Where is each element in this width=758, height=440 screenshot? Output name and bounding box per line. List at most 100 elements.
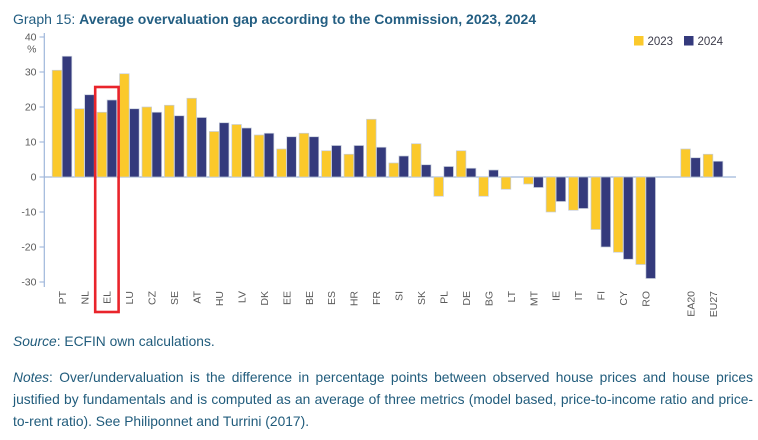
- bar-2023-PL: [433, 176, 444, 197]
- x-axis-label-AT: AT: [192, 290, 204, 303]
- bar-2023-HR: [343, 153, 354, 178]
- y-axis-tick-label: -20: [21, 242, 36, 254]
- bar-2024-SI: [398, 155, 409, 178]
- x-axis-label-IT: IT: [573, 290, 585, 300]
- x-axis-label-EA20: EA20: [685, 291, 697, 317]
- bar-2024-DE: [465, 167, 477, 178]
- x-axis-label-BG: BG: [483, 291, 495, 306]
- notes-label: Notes: [13, 370, 50, 386]
- bar-2024-EU27: [712, 160, 724, 178]
- highlight-box-el: [93, 85, 120, 314]
- notes-line: Notes: Over/undervaluation is the differ…: [13, 367, 753, 433]
- legend-label-2023: 2023: [648, 36, 674, 48]
- bar-2023-IT: [568, 176, 579, 211]
- bar-2024-PL: [443, 166, 454, 178]
- bar-2024-HU: [219, 122, 230, 178]
- bar-2024-EL: [106, 99, 118, 178]
- x-axis-label-DK: DK: [259, 291, 271, 306]
- bar-2024-AT: [196, 117, 207, 178]
- bar-2024-DK: [263, 132, 275, 178]
- y-axis-tick-label: 0: [31, 172, 37, 184]
- x-axis-label-SE: SE: [169, 291, 181, 305]
- bar-2023-BG: [478, 176, 489, 197]
- bar-2023-SI: [388, 162, 399, 178]
- source-text: : ECFIN own calculations.: [56, 334, 215, 349]
- bar-2024-SK: [421, 164, 432, 178]
- bar-2023-EL: [96, 111, 108, 178]
- x-axis-label-NL: NL: [79, 291, 91, 305]
- bar-2024-FR: [376, 146, 387, 178]
- x-axis-label-DE: DE: [461, 291, 473, 306]
- legend-swatch-2023: [634, 36, 644, 46]
- graph-number-label: Graph 15:: [13, 11, 80, 27]
- bar-2023-RO: [635, 176, 646, 265]
- source-label: Source: [13, 334, 57, 349]
- x-axis-label-LV: LV: [236, 291, 248, 303]
- x-axis-label-SK: SK: [416, 291, 428, 305]
- x-axis-label-EL: EL: [102, 291, 114, 304]
- bar-2023-LV: [231, 124, 242, 178]
- bar-2024-BG: [488, 169, 499, 178]
- x-axis-label-FI: FI: [596, 291, 608, 300]
- x-axis-label-HR: HR: [349, 291, 361, 307]
- bar-2023-CY: [613, 176, 624, 253]
- y-axis-unit-label: %: [27, 44, 36, 56]
- bar-2024-RO: [645, 176, 656, 279]
- y-axis-tick-label: 10: [25, 137, 37, 149]
- x-axis-label-LU: LU: [124, 291, 136, 304]
- bar-2023-EE: [276, 148, 287, 178]
- page-title: Graph 15: Average overvaluation gap acco…: [0, 0, 758, 27]
- x-axis-label-CY: CY: [618, 291, 630, 306]
- bar-2023-DE: [455, 150, 467, 178]
- bar-2024-SE: [174, 115, 185, 178]
- bar-2024-ES: [331, 145, 342, 178]
- x-axis-label-RO: RO: [641, 291, 653, 307]
- bar-2024-LV: [241, 127, 252, 178]
- bar-2024-CY: [623, 176, 634, 260]
- legend-swatch-2024: [684, 36, 694, 46]
- bar-2023-SE: [164, 104, 175, 178]
- x-axis-label-EE: EE: [281, 291, 293, 305]
- bar-2024-FI: [600, 176, 611, 248]
- bar-2023-CZ: [141, 106, 152, 178]
- y-axis-tick-label: -10: [21, 207, 36, 219]
- y-axis-tick-label: 40: [25, 32, 37, 44]
- x-axis-label-MT: MT: [528, 290, 540, 306]
- bar-2024-PT: [61, 55, 73, 178]
- x-axis-label-PL: PL: [438, 291, 450, 304]
- legend-label-2024: 2024: [698, 36, 724, 48]
- x-axis-label-CZ: CZ: [147, 290, 159, 305]
- bar-2023-DK: [253, 134, 265, 178]
- graph-title-text: Average overvaluation gap according to t…: [79, 11, 537, 27]
- bar-2023-IE: [545, 176, 557, 213]
- x-axis-label-ES: ES: [326, 291, 338, 305]
- bar-2024-LU: [129, 108, 140, 178]
- bar-2023-MT: [523, 176, 534, 185]
- bar-2023-HU: [209, 131, 220, 178]
- bar-2023-ES: [321, 150, 332, 178]
- bar-2024-MT: [533, 176, 544, 188]
- bar-2024-NL: [84, 94, 95, 178]
- x-axis-label-PT: PT: [57, 290, 69, 304]
- y-axis-tick-label: -30: [21, 277, 36, 289]
- source-line: Source: ECFIN own calculations.: [13, 331, 758, 353]
- bar-2023-LU: [119, 73, 130, 178]
- bar-2024-IE: [555, 176, 567, 202]
- bar-2023-PT: [51, 69, 63, 178]
- bar-2023-FI: [590, 176, 601, 230]
- bar-2024-EA20: [690, 157, 701, 178]
- bar-2024-HR: [353, 145, 364, 178]
- bar-2024-EE: [286, 136, 297, 178]
- bar-2023-LT: [500, 176, 512, 190]
- bar-2023-EA20: [680, 148, 691, 178]
- bar-chart: 40 30 20 10 0 -10 -20 -30% PT NL EL LU CZ SE AT HU LV DK E…: [21, 32, 736, 317]
- bar-2023-FR: [366, 118, 377, 178]
- x-axis-label-EU27: EU27: [708, 291, 720, 317]
- bar-2023-NL: [74, 108, 85, 178]
- bar-2024-CZ: [151, 111, 162, 178]
- x-axis-label-IE: IE: [551, 291, 563, 301]
- bar-2024-BE: [308, 136, 320, 178]
- x-axis-label-LT: LT: [506, 290, 518, 302]
- bar-2023-AT: [186, 97, 197, 178]
